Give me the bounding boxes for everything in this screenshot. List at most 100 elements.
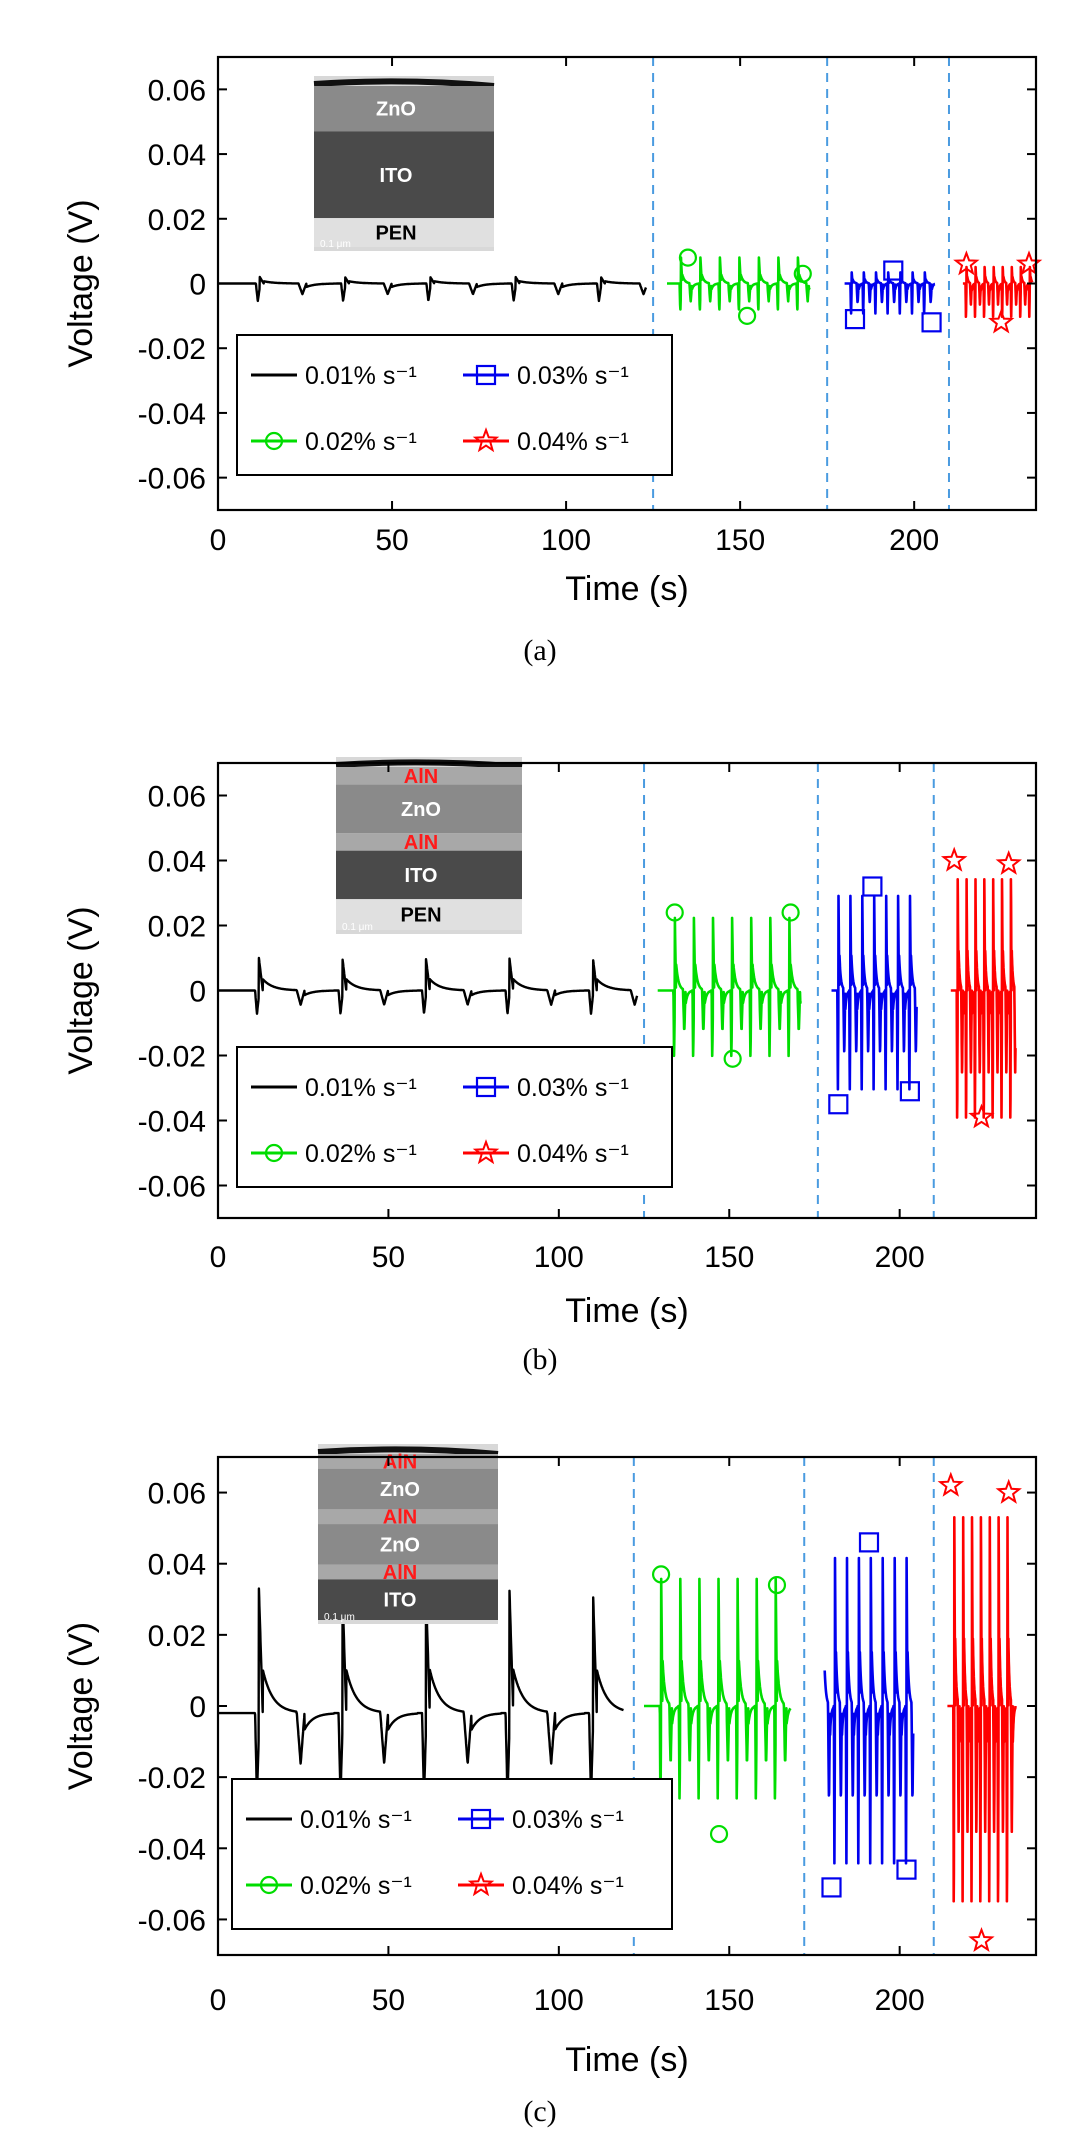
- inset-layer-band: [318, 1524, 498, 1565]
- y-tick-label: -0.06: [138, 1904, 206, 1937]
- inset-layer-label: ZnO: [376, 99, 416, 121]
- series-marker-2: [665, 903, 684, 922]
- series-marker-4: [968, 1926, 995, 1953]
- y-tick-label: 0.02: [148, 204, 206, 237]
- series-marker-2: [781, 903, 800, 922]
- legend-marker: [264, 1143, 284, 1163]
- inset-layer-label: PEN: [400, 905, 441, 927]
- x-tick-label: 200: [875, 1984, 925, 2017]
- inset-layer-band: [336, 767, 522, 785]
- x-tick-label: 200: [875, 1241, 925, 1274]
- legend-label: 0.03% s⁻¹: [512, 1806, 624, 1834]
- series-marker-4: [940, 846, 968, 872]
- y-tick-label: 0.04: [148, 139, 206, 172]
- series-line-4: [961, 265, 1034, 318]
- legend-label: 0.04% s⁻¹: [517, 1140, 629, 1168]
- inset-layer-label: AlN: [404, 832, 438, 854]
- chart-panel-b: AlN ZnO AlN ITO PEN 0.1 μm 0.01% s⁻¹ 0.03% s⁻¹ 0…: [0, 710, 1080, 1390]
- series-marker-3: [858, 1532, 880, 1553]
- series-line-1: [217, 1587, 625, 1797]
- y-axis-title: Voltage (V): [62, 906, 100, 1074]
- legend-box: [236, 1046, 673, 1188]
- chart-panel-a: ZnO ITO PEN 0.1 μm 0.01% s⁻¹ 0.03% s⁻¹ 0.02% s…: [0, 0, 1080, 680]
- series-line-2: [656, 916, 802, 1058]
- legend-marker: [259, 1875, 279, 1895]
- x-axis-title: Time (s): [565, 1292, 688, 1330]
- inset-scale-bar-label: 0.1 μm: [320, 239, 351, 250]
- x-tick-label: 50: [375, 524, 408, 557]
- legend-box: [236, 334, 673, 476]
- series-marker-4: [995, 1478, 1022, 1504]
- x-tick-label: 150: [704, 1241, 754, 1274]
- inset-layer-band: [336, 784, 522, 834]
- series-marker-3: [899, 1081, 920, 1102]
- x-tick-label: 0: [210, 1241, 227, 1274]
- y-tick-label: -0.02: [138, 1041, 206, 1074]
- series-marker-3: [844, 308, 866, 330]
- x-tick-label: 50: [372, 1241, 405, 1274]
- legend-box: [231, 1778, 673, 1930]
- series-marker-4: [953, 250, 980, 276]
- series-marker-2: [723, 1049, 742, 1068]
- y-tick-label: -0.06: [138, 1171, 206, 1204]
- inset-scale-bar-label: 0.1 μm: [324, 1612, 355, 1623]
- y-tick-label: 0: [189, 976, 206, 1009]
- y-tick-label: 0.04: [148, 846, 206, 879]
- series-marker-2: [737, 306, 757, 325]
- inset-layer-label: ITO: [380, 165, 413, 187]
- legend-marker: [472, 1139, 500, 1165]
- legend-label: 0.04% s⁻¹: [517, 428, 629, 456]
- series-line-2: [643, 1577, 792, 1800]
- series-line-4: [946, 1516, 1017, 1903]
- inset-layer-label: ZnO: [380, 1479, 420, 1501]
- legend-marker: [475, 1076, 497, 1098]
- x-tick-label: 0: [210, 524, 227, 557]
- inset-layer-band: [318, 1468, 498, 1510]
- inset-layer-label: AlN: [383, 1562, 417, 1584]
- series-marker-3: [896, 1859, 917, 1880]
- inset-layer-band: [314, 131, 494, 219]
- caption-b: (b): [522, 1343, 558, 1376]
- series-marker-2: [709, 1824, 729, 1844]
- series-line-4: [949, 878, 1017, 1119]
- series-line-3: [823, 1556, 915, 1865]
- y-tick-label: 0: [189, 1691, 206, 1724]
- series-marker-4: [937, 1471, 965, 1497]
- series-line-1: [217, 956, 639, 1015]
- legend-marker: [470, 1808, 492, 1830]
- inset-scale-bar-label: 0.1 μm: [342, 922, 373, 933]
- legend-marker: [467, 1871, 495, 1897]
- y-tick-label: -0.04: [138, 398, 206, 431]
- series-marker-3: [821, 1877, 842, 1898]
- legend-marker: [472, 427, 500, 453]
- legend-marker: [264, 431, 284, 451]
- inset-layer-label: ITO: [405, 865, 438, 887]
- x-tick-label: 100: [534, 1984, 584, 2017]
- caption-c: (c): [523, 2095, 557, 2128]
- x-tick-label: 0: [210, 1984, 227, 2017]
- inset-layer-band: [314, 218, 494, 247]
- series-line-2: [666, 256, 811, 311]
- inset-layer-label: ITO: [384, 1590, 417, 1612]
- inset-micrograph: ZnO ITO PEN 0.1 μm: [313, 76, 495, 251]
- inset-layer-band: [336, 899, 522, 930]
- y-tick-label: -0.02: [138, 333, 206, 366]
- x-tick-label: 100: [534, 1241, 584, 1274]
- inset-layer-label: PEN: [375, 223, 416, 245]
- series-marker-3: [921, 312, 942, 333]
- y-axis-title: Voltage (V): [62, 1622, 100, 1790]
- legend-label: 0.02% s⁻¹: [305, 1140, 417, 1168]
- inset-surface-edge: [313, 78, 495, 89]
- y-tick-label: -0.04: [138, 1833, 206, 1866]
- x-axis-title: Time (s): [565, 570, 688, 608]
- inset-layer-label: AlN: [404, 766, 438, 788]
- series-marker-3: [828, 1094, 849, 1115]
- x-tick-label: 150: [704, 1984, 754, 2017]
- y-tick-label: 0.02: [148, 911, 206, 944]
- y-tick-label: -0.06: [138, 463, 206, 496]
- x-tick-label: 100: [541, 524, 591, 557]
- series-marker-4: [968, 1103, 995, 1129]
- series-line-3: [830, 894, 918, 1091]
- inset-layer-band: [336, 850, 522, 900]
